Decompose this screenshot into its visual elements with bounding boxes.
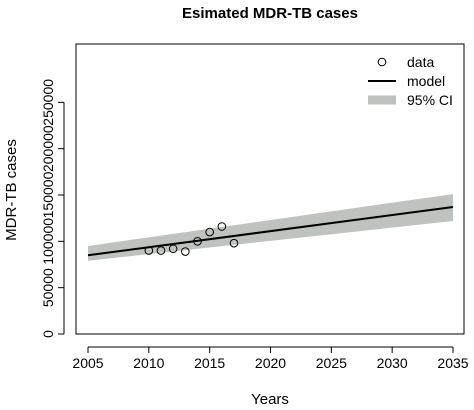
y-tick-label: 0 bbox=[40, 330, 56, 338]
y-tick-label: 200000 bbox=[40, 125, 56, 172]
x-tick-label: 2030 bbox=[377, 355, 408, 371]
x-tick-label: 2010 bbox=[133, 355, 164, 371]
legend-ci-label: 95% CI bbox=[407, 92, 453, 108]
data-point bbox=[193, 237, 202, 246]
x-tick-label: 2005 bbox=[72, 355, 103, 371]
x-axis-label: Years bbox=[251, 391, 289, 408]
y-axis-label: MDR-TB cases bbox=[3, 139, 20, 241]
model-line-layer bbox=[87, 206, 454, 257]
legend-data-label: data bbox=[407, 54, 434, 70]
data-point bbox=[181, 247, 190, 256]
confidence-band-layer bbox=[88, 194, 453, 261]
x-axis: 2005 2010 2015 2020 2025 2030 2035 bbox=[72, 346, 469, 371]
y-tick-label: 250000 bbox=[40, 79, 56, 126]
y-tick-label: 100000 bbox=[40, 218, 56, 265]
x-tick-label: 2035 bbox=[437, 355, 468, 371]
data-point bbox=[205, 227, 214, 237]
legend-data-symbol bbox=[377, 57, 387, 67]
x-tick-label: 2015 bbox=[194, 355, 225, 371]
legend: data model 95% CI bbox=[368, 54, 453, 108]
model-line bbox=[87, 206, 454, 257]
data-point bbox=[168, 244, 178, 254]
data-point bbox=[229, 238, 239, 248]
plot-frame bbox=[75, 43, 465, 335]
y-tick-label: 150000 bbox=[40, 171, 56, 218]
x-tick-label: 2020 bbox=[255, 355, 286, 371]
data-point bbox=[156, 246, 166, 255]
data-point bbox=[144, 246, 154, 255]
x-tick-label: 2025 bbox=[316, 355, 347, 371]
legend-model-label: model bbox=[407, 73, 445, 89]
data-points-layer bbox=[144, 222, 239, 256]
data-point bbox=[217, 222, 227, 231]
chart-title: Esimated MDR-TB cases bbox=[182, 5, 358, 22]
confidence-band bbox=[88, 194, 453, 261]
y-tick-label: 50000 bbox=[40, 268, 56, 307]
